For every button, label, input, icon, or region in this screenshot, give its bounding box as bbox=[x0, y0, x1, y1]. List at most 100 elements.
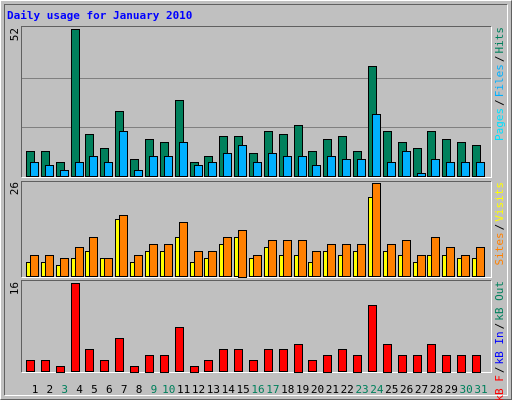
bar bbox=[130, 366, 139, 373]
panel-border-light bbox=[21, 181, 492, 278]
x-tick-label: 21 bbox=[326, 383, 339, 396]
bar bbox=[164, 244, 173, 277]
bar bbox=[323, 355, 332, 373]
bar bbox=[71, 283, 80, 372]
x-tick-label: 15 bbox=[237, 383, 250, 396]
bar bbox=[413, 148, 422, 177]
bar bbox=[461, 162, 470, 177]
bar bbox=[446, 162, 455, 177]
bar bbox=[238, 145, 247, 177]
bar bbox=[298, 240, 307, 277]
x-tick-label: 6 bbox=[106, 383, 113, 396]
bar bbox=[45, 165, 54, 177]
bar bbox=[134, 255, 143, 277]
bar bbox=[387, 162, 396, 177]
bar bbox=[160, 355, 169, 373]
x-tick-label: 20 bbox=[311, 383, 324, 396]
x-tick-label: 4 bbox=[76, 383, 83, 396]
panel-border-dark bbox=[21, 181, 492, 278]
x-tick-label: 13 bbox=[207, 383, 220, 396]
bar bbox=[100, 360, 109, 372]
bar bbox=[194, 165, 203, 177]
x-tick-label: 9 bbox=[151, 383, 158, 396]
bar bbox=[89, 237, 98, 277]
bar bbox=[357, 159, 366, 177]
x-tick-label: 17 bbox=[266, 383, 279, 396]
bar bbox=[417, 173, 426, 177]
x-tick-label: 11 bbox=[177, 383, 190, 396]
bar bbox=[253, 255, 262, 277]
bar bbox=[476, 247, 485, 277]
bar bbox=[41, 360, 50, 372]
bar bbox=[383, 344, 392, 373]
x-tick-label: 19 bbox=[296, 383, 309, 396]
bar bbox=[60, 170, 69, 177]
panel-border-light bbox=[21, 280, 492, 373]
bar bbox=[327, 244, 336, 277]
bar bbox=[283, 240, 292, 277]
bar bbox=[417, 255, 426, 277]
legend: kB F/kB In/kB Out bbox=[493, 281, 506, 400]
legend-separator: / bbox=[493, 367, 506, 374]
bar bbox=[342, 159, 351, 177]
bar bbox=[308, 360, 317, 372]
y-tick-label: 52 bbox=[8, 28, 21, 41]
bar bbox=[431, 159, 440, 177]
x-tick-label: 12 bbox=[192, 383, 205, 396]
x-tick-label: 28 bbox=[430, 383, 443, 396]
bar bbox=[219, 349, 228, 372]
x-tick-label: 2 bbox=[47, 383, 54, 396]
bar bbox=[179, 142, 188, 177]
legend-entry: Visits bbox=[493, 182, 506, 222]
panel-border-light bbox=[21, 26, 492, 178]
legend-entry: kB In bbox=[493, 331, 506, 364]
bar bbox=[149, 156, 158, 177]
bar bbox=[115, 338, 124, 372]
bar bbox=[30, 255, 39, 277]
x-tick-label: 30 bbox=[460, 383, 473, 396]
bar bbox=[294, 344, 303, 373]
bar bbox=[134, 170, 143, 177]
bar bbox=[60, 258, 69, 277]
chart-title: Daily usage for January 2010 bbox=[7, 9, 192, 22]
bar bbox=[476, 162, 485, 177]
bar bbox=[85, 349, 94, 372]
bar bbox=[268, 153, 277, 177]
bar bbox=[312, 165, 321, 177]
bar bbox=[223, 237, 232, 277]
bar bbox=[342, 244, 351, 277]
frame-inner-dark bbox=[4, 4, 508, 396]
x-tick-label: 3 bbox=[61, 383, 68, 396]
bar bbox=[56, 366, 65, 373]
bar bbox=[194, 251, 203, 277]
bar bbox=[104, 258, 113, 277]
x-tick-label: 31 bbox=[474, 383, 487, 396]
bar bbox=[208, 162, 217, 177]
legend: Pages/Files/Hits bbox=[493, 27, 506, 141]
legend-entry: kB F bbox=[493, 375, 506, 400]
legend-separator: / bbox=[493, 56, 506, 63]
x-tick-label: 14 bbox=[222, 383, 236, 396]
bar bbox=[149, 244, 158, 277]
bar bbox=[372, 114, 381, 177]
x-tick-label: 10 bbox=[162, 383, 175, 396]
bar bbox=[249, 360, 258, 372]
bar bbox=[190, 366, 199, 373]
legend-entry: Hits bbox=[493, 27, 506, 54]
bar bbox=[457, 355, 466, 373]
bar bbox=[472, 355, 481, 373]
bar bbox=[223, 153, 232, 177]
bar bbox=[398, 355, 407, 373]
bar bbox=[413, 355, 422, 373]
legend: Sites/ Visits bbox=[493, 182, 506, 266]
panel-border-dark bbox=[21, 280, 492, 373]
bar bbox=[446, 247, 455, 277]
bar bbox=[264, 349, 273, 372]
x-tick-label: 26 bbox=[400, 383, 413, 396]
bar bbox=[357, 244, 366, 277]
panel-border-dark bbox=[21, 26, 492, 178]
bar bbox=[45, 255, 54, 277]
x-tick-label: 23 bbox=[355, 383, 368, 396]
